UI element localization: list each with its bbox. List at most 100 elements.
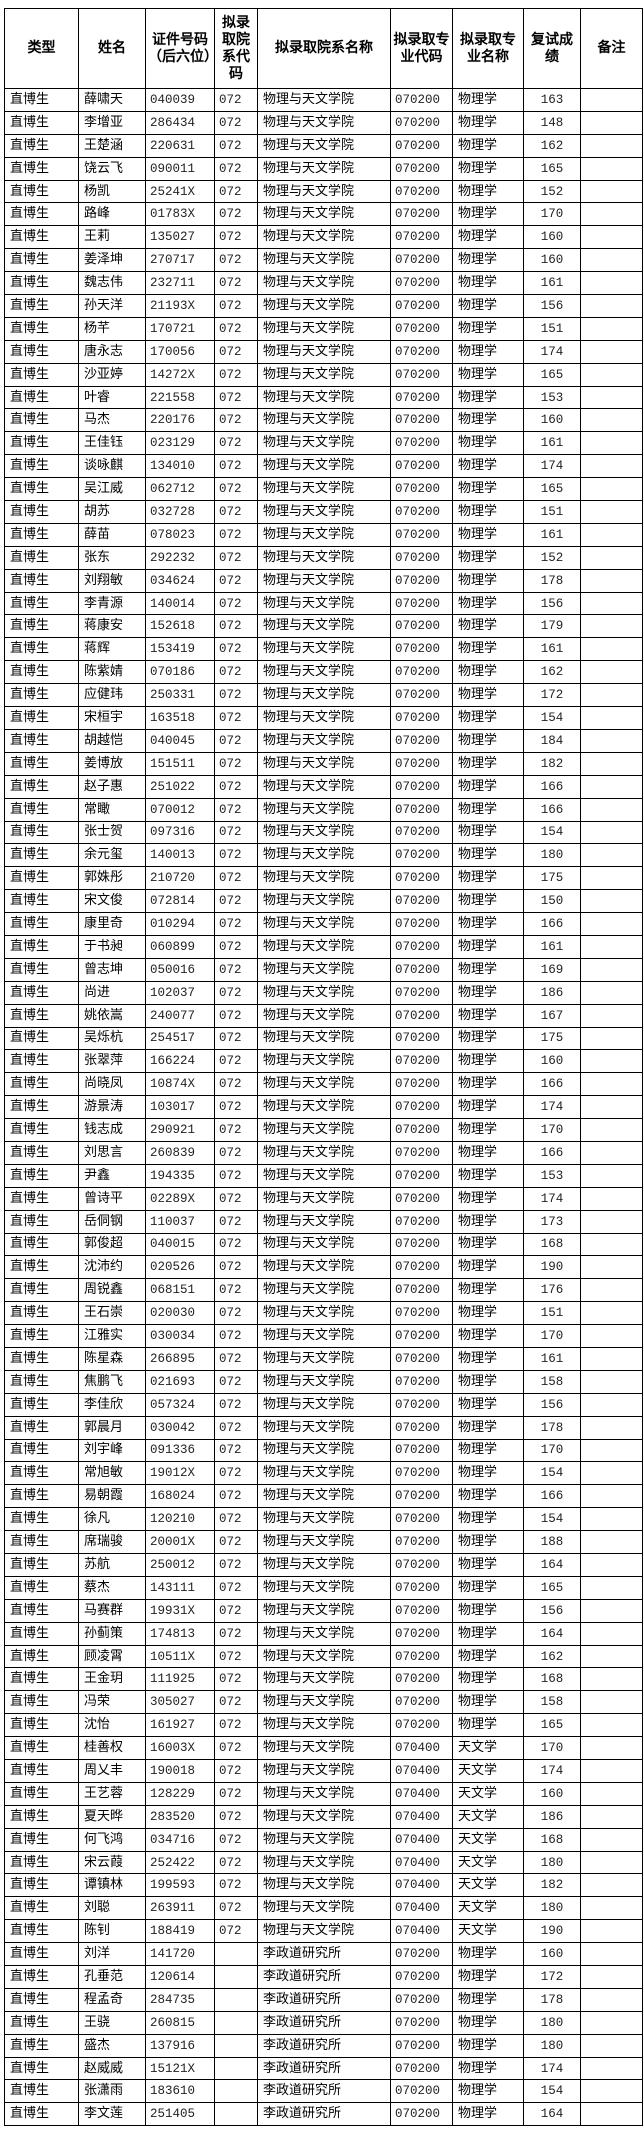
- cell-id: 091336: [145, 1438, 215, 1463]
- cell-dept-code: 072: [214, 294, 258, 318]
- cell-dept-code: 072: [214, 1003, 258, 1028]
- cell-dept-code: 072: [214, 225, 258, 250]
- cell-id: 194335: [145, 1163, 215, 1188]
- cell-type: 直博生: [4, 706, 79, 730]
- cell-remark: [580, 1553, 643, 1577]
- cell-dept-name: 物理与天文学院: [257, 339, 391, 364]
- cell-name: 尚进: [78, 980, 146, 1005]
- cell-dept-code: 072: [214, 614, 258, 639]
- cell-remark: [580, 1415, 643, 1440]
- cell-name: 冯荣: [78, 1690, 146, 1715]
- cell-remark: [580, 2102, 643, 2127]
- cell-major-name: 物理学: [452, 1598, 524, 1623]
- cell-dept-name: 李政道研究所: [257, 2079, 391, 2104]
- cell-type: 直博生: [4, 477, 79, 502]
- cell-type: 直博生: [4, 2079, 79, 2104]
- cell-dept-name: 物理与天文学院: [257, 385, 391, 410]
- cell-dept-code: 072: [214, 385, 258, 410]
- cell-score: 175: [523, 1026, 581, 1051]
- cell-id: 16003X: [145, 1736, 215, 1761]
- cell-id: 251022: [145, 774, 215, 799]
- cell-remark: [580, 637, 643, 662]
- cell-dept-name: 物理与天文学院: [257, 1392, 391, 1417]
- table-row: 直博生 苏航 250012 072 物理与天文学院 070200 物理学 164: [4, 1553, 643, 1577]
- cell-dept-code: 072: [214, 88, 258, 112]
- cell-dept-name: 物理与天文学院: [257, 889, 391, 914]
- cell-remark: [580, 1507, 643, 1532]
- cell-id: 01783X: [145, 202, 215, 227]
- cell-dept-code: 072: [214, 1667, 258, 1692]
- cell-dept-name: 物理与天文学院: [257, 454, 391, 479]
- table-row: 直博生 魏志伟 232711 072 物理与天文学院 070200 物理学 161: [4, 271, 643, 296]
- cell-remark: [580, 477, 643, 502]
- cell-type: 直博生: [4, 1163, 79, 1188]
- table-row: 直博生 易朝霞 168024 072 物理与天文学院 070200 物理学 166: [4, 1484, 643, 1509]
- cell-score: 168: [523, 1232, 581, 1257]
- cell-type: 直博生: [4, 614, 79, 639]
- cell-type: 直博生: [4, 1301, 79, 1326]
- cell-major-code: 070200: [390, 500, 453, 524]
- cell-dept-code: 072: [214, 271, 258, 296]
- cell-major-name: 物理学: [452, 1095, 524, 1120]
- cell-major-name: 物理学: [452, 1507, 524, 1532]
- cell-dept-name: 物理与天文学院: [257, 1461, 391, 1486]
- table-row: 直博生 胡越恺 040045 072 物理与天文学院 070200 物理学 184: [4, 728, 643, 753]
- cell-dept-code: 072: [214, 728, 258, 753]
- cell-dept-code: 072: [214, 133, 258, 158]
- cell-dept-code: 072: [214, 1553, 258, 1577]
- cell-major-name: 物理学: [452, 362, 524, 387]
- cell-type: 直博生: [4, 1827, 79, 1852]
- cell-name: 蒋康安: [78, 614, 146, 639]
- cell-type: 直博生: [4, 1118, 79, 1142]
- cell-name: 桂善权: [78, 1736, 146, 1761]
- cell-remark: [580, 1759, 643, 1783]
- cell-score: 164: [523, 1621, 581, 1646]
- cell-name: 曾诗平: [78, 1186, 146, 1211]
- cell-dept-name: 物理与天文学院: [257, 614, 391, 639]
- cell-major-name: 物理学: [452, 957, 524, 982]
- cell-major-name: 物理学: [452, 1392, 524, 1417]
- cell-name: 周锐鑫: [78, 1278, 146, 1303]
- cell-id: 190018: [145, 1759, 215, 1783]
- cell-major-name: 物理学: [452, 431, 524, 456]
- cell-name: 沈沛约: [78, 1255, 146, 1280]
- cell-type: 直博生: [4, 316, 79, 341]
- cell-remark: [580, 706, 643, 730]
- cell-dept-name: 物理与天文学院: [257, 774, 391, 799]
- cell-major-code: 070200: [390, 339, 453, 364]
- cell-remark: [580, 751, 643, 776]
- table-row: 直博生 孔垂范 120614 李政道研究所 070200 物理学 172: [4, 1965, 643, 1989]
- table-row: 直博生 杨芊 170721 072 物理与天文学院 070200 物理学 151: [4, 316, 643, 341]
- cell-id: 153419: [145, 637, 215, 662]
- cell-major-name: 物理学: [452, 591, 524, 616]
- cell-remark: [580, 88, 643, 112]
- cell-name: 郭晨月: [78, 1415, 146, 1440]
- cell-remark: [580, 385, 643, 410]
- cell-score: 170: [523, 1118, 581, 1142]
- cell-remark: [580, 1965, 643, 1989]
- cell-name: 刘翔敏: [78, 568, 146, 593]
- cell-score: 154: [523, 706, 581, 730]
- table-row: 直博生 游景涛 103017 072 物理与天文学院 070200 物理学 174: [4, 1095, 643, 1120]
- cell-dept-name: 物理与天文学院: [257, 751, 391, 776]
- table-row: 直博生 桂善权 16003X 072 物理与天文学院 070400 天文学 170: [4, 1736, 643, 1761]
- cell-name: 马赛群: [78, 1598, 146, 1623]
- cell-dept-name: 物理与天文学院: [257, 1736, 391, 1761]
- cell-score: 176: [523, 1278, 581, 1303]
- cell-type: 直博生: [4, 1781, 79, 1806]
- cell-type: 直博生: [4, 866, 79, 891]
- cell-major-name: 物理学: [452, 1003, 524, 1028]
- cell-remark: [580, 2079, 643, 2104]
- cell-dept-code: 072: [214, 1163, 258, 1188]
- cell-major-name: 物理学: [452, 1713, 524, 1738]
- cell-id: 199593: [145, 1873, 215, 1898]
- cell-name: 王佳钰: [78, 431, 146, 456]
- cell-major-code: 070200: [390, 934, 453, 959]
- cell-type: 直博生: [4, 843, 79, 868]
- cell-score: 190: [523, 1919, 581, 1944]
- cell-dept-name: 物理与天文学院: [257, 1896, 391, 1921]
- cell-id: 070012: [145, 797, 215, 822]
- cell-dept-name: 物理与天文学院: [257, 1301, 391, 1326]
- cell-dept-code: 072: [214, 1209, 258, 1234]
- cell-major-name: 物理学: [452, 843, 524, 868]
